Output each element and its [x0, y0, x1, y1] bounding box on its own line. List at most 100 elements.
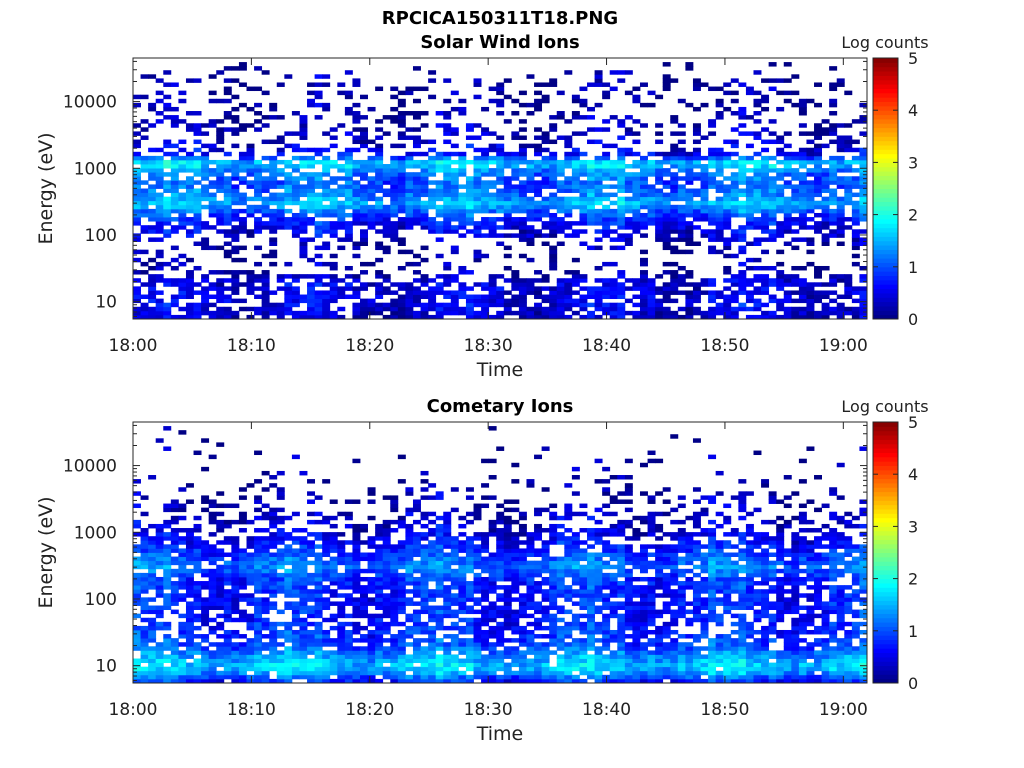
heatmap-cell [428, 302, 437, 308]
heatmap-cell [791, 282, 800, 287]
heatmap-cell [496, 593, 505, 598]
heatmap-cell [261, 556, 270, 562]
heatmap-cell [314, 102, 323, 108]
heatmap-cell [178, 650, 187, 655]
heatmap-cell [481, 495, 490, 500]
heatmap-cell [284, 670, 293, 676]
heatmap-cell [276, 314, 285, 320]
heatmap-cell [753, 225, 762, 230]
heatmap-cell [223, 536, 232, 541]
heatmap-cell [269, 483, 278, 488]
colorbar-segment [873, 145, 898, 150]
heatmap-cell [435, 581, 444, 586]
heatmap-cell [314, 621, 323, 627]
heatmap-cell [170, 548, 179, 553]
heatmap-cell [307, 511, 316, 517]
heatmap-cell [458, 196, 467, 202]
heatmap-cell [140, 564, 149, 570]
heatmap-cell [465, 159, 474, 165]
heatmap-cell [299, 253, 308, 259]
heatmap-cell [836, 135, 845, 140]
heatmap-cell [412, 212, 421, 218]
heatmap-cell [367, 184, 376, 189]
heatmap-cell [541, 221, 550, 226]
heatmap-cell [458, 98, 467, 104]
heatmap-cell [276, 540, 285, 545]
heatmap-cell [428, 294, 437, 300]
heatmap-cell [193, 196, 202, 202]
heatmap-cell [761, 139, 770, 145]
heatmap-cell [579, 294, 588, 300]
heatmap-cell [814, 294, 822, 300]
heatmap-cell [216, 662, 225, 668]
heatmap-cell [390, 164, 399, 169]
heatmap-cell [806, 147, 815, 153]
heatmap-cell [481, 172, 490, 177]
heatmap-cell [238, 180, 247, 185]
heatmap-cell [594, 314, 603, 320]
heatmap-cell [329, 229, 338, 234]
heatmap-cell [412, 601, 421, 606]
heatmap-cell [185, 629, 194, 635]
heatmap-cell [458, 221, 467, 226]
heatmap-cell [473, 625, 482, 631]
heatmap-cell [738, 159, 747, 165]
heatmap-cell [201, 654, 210, 659]
heatmap-cell [231, 678, 240, 684]
heatmap-cell [299, 249, 308, 255]
heatmap-cell [481, 302, 490, 308]
heatmap-cell [193, 127, 202, 132]
heatmap-cell [624, 172, 633, 177]
heatmap-cell [450, 670, 459, 676]
heatmap-cell [639, 225, 648, 230]
heatmap-cell [329, 188, 338, 193]
heatmap-cell [624, 131, 633, 136]
heatmap-cell [458, 155, 467, 161]
heatmap-cell [314, 585, 323, 590]
heatmap-cell [269, 621, 278, 627]
heatmap-cell [587, 159, 595, 165]
heatmap-cell [390, 196, 399, 202]
heatmap-cell [329, 164, 338, 169]
heatmap-cell [133, 143, 141, 149]
heatmap-cell [322, 589, 331, 594]
heatmap-cell [307, 302, 316, 308]
heatmap-cell [783, 274, 792, 279]
heatmap-cell [412, 650, 421, 655]
heatmap-cell [299, 650, 308, 655]
heatmap-cell [329, 233, 338, 238]
heatmap-cell [133, 638, 141, 643]
heatmap-cell [140, 589, 149, 594]
heatmap-cell [367, 662, 376, 668]
heatmap-cell [216, 503, 225, 509]
heatmap-cell [851, 176, 860, 181]
heatmap-cell [761, 302, 770, 308]
heatmap-cell [201, 278, 210, 283]
heatmap-cell [284, 200, 293, 206]
heatmap-cell [322, 674, 331, 680]
heatmap-cell [549, 192, 558, 198]
heatmap-cell [692, 131, 701, 136]
heatmap-cell [269, 629, 278, 635]
heatmap-cell [798, 184, 807, 189]
heatmap-cell [420, 674, 429, 680]
heatmap-cell [314, 560, 323, 566]
heatmap-cell [692, 139, 701, 145]
heatmap-cell [329, 253, 338, 259]
heatmap-cell [170, 572, 179, 578]
heatmap-cell [382, 192, 391, 198]
heatmap-cell [715, 294, 724, 300]
heatmap-cell [360, 261, 368, 267]
heatmap-cell [428, 593, 437, 598]
heatmap-cell [299, 159, 308, 165]
heatmap-cell [307, 581, 316, 586]
heatmap-cell [677, 159, 686, 165]
heatmap-cell [534, 233, 543, 238]
heatmap-cell [254, 172, 263, 177]
heatmap-cell [443, 111, 452, 116]
heatmap-cell [821, 237, 830, 242]
heatmap-cell [344, 642, 353, 647]
heatmap-cell [254, 188, 263, 193]
heatmap-cell [254, 66, 263, 71]
